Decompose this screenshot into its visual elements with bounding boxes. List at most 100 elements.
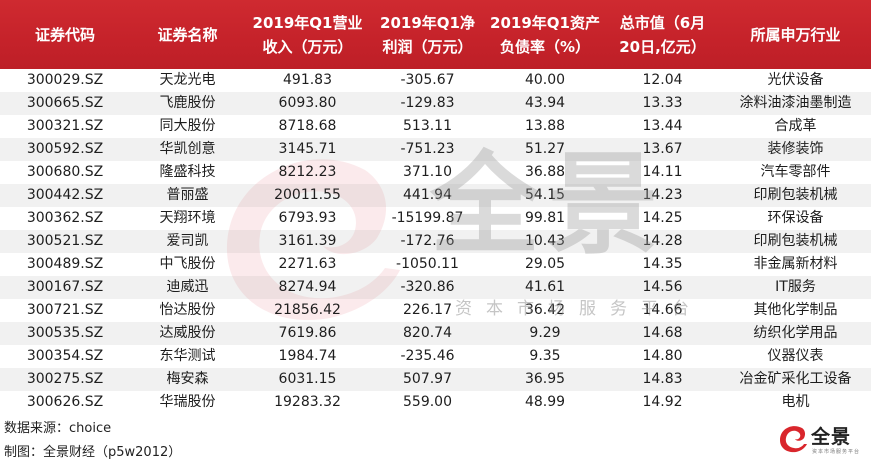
cell-q1-net-profit: -320.86 <box>400 279 455 295</box>
cell-industry: 光伏设备 <box>767 72 824 88</box>
cell-q1-net-profit: 513.11 <box>403 118 452 134</box>
cell-industry: 环保设备 <box>767 210 824 226</box>
cell-industry: 涂料油漆油墨制造 <box>739 95 852 111</box>
cell-stock-name: 达威股份 <box>159 325 216 341</box>
cell-q1-revenue: 8212.23 <box>278 164 337 180</box>
cell-stock-code: 300442.SZ <box>26 187 104 203</box>
cell-industry: 仪器仪表 <box>767 348 824 364</box>
cell-stock-code: 300167.SZ <box>26 279 104 295</box>
table-row: 300521.SZ 爱司凯 3161.39 -172.76 10.43 14.28 印刷包装… <box>0 230 871 253</box>
cell-stock-code: 300029.SZ <box>26 72 104 88</box>
stock-table: 证券代码 证券名称 2019年Q1营业 收入（万元） 2019年Q1净 利润（万元）… <box>0 0 871 414</box>
cell-industry: 汽车零部件 <box>760 164 831 180</box>
cell-stock-name: 中飞股份 <box>159 256 216 272</box>
cell-q1-revenue: 8718.68 <box>278 118 337 134</box>
cell-q1-net-profit: 559.00 <box>403 394 452 410</box>
cell-q1-debt-ratio: 51.27 <box>524 141 566 157</box>
table-row: 300362.SZ 天翔环境 6793.93 -15199.87 99.81 14.25 环… <box>0 207 871 230</box>
cell-q1-debt-ratio: 43.94 <box>524 95 566 111</box>
cell-market-cap: 14.80 <box>642 348 683 364</box>
table-row: 300029.SZ 天龙光电 491.83 -305.67 40.00 12.04 光伏设备 <box>0 69 871 92</box>
cell-stock-name: 天龙光电 <box>159 72 216 88</box>
cell-q1-debt-ratio: 36.88 <box>524 164 566 180</box>
cell-stock-code: 300275.SZ <box>26 371 104 387</box>
cell-q1-net-profit: -1050.11 <box>396 256 459 272</box>
cell-q1-revenue: 6793.93 <box>278 210 337 226</box>
cell-q1-revenue: 7619.86 <box>278 325 337 341</box>
cell-stock-code: 300354.SZ <box>26 348 104 364</box>
cell-stock-name: 普丽盛 <box>166 187 209 203</box>
header-stock-name: 证券名称 <box>130 0 245 69</box>
cell-market-cap: 14.68 <box>642 325 683 341</box>
cell-industry: 非金属新材料 <box>753 256 838 272</box>
cell-stock-code: 300362.SZ <box>26 210 104 226</box>
cell-stock-name: 华凯创意 <box>159 141 216 157</box>
cell-market-cap: 14.56 <box>642 279 683 295</box>
cell-stock-code: 300721.SZ <box>26 302 104 318</box>
cell-stock-name: 同大股份 <box>159 118 216 134</box>
table-row: 300626.SZ 华瑞股份 19283.32 559.00 48.99 14.92 电机 <box>0 391 871 414</box>
cell-q1-revenue: 6031.15 <box>278 371 337 387</box>
cell-market-cap: 14.35 <box>642 256 683 272</box>
cell-q1-net-profit: -305.67 <box>400 72 455 88</box>
cell-q1-debt-ratio: 41.61 <box>524 279 566 295</box>
header-q1-debt-ratio: 2019年Q1资产 负债率（%） <box>485 0 605 69</box>
cell-q1-debt-ratio: 9.35 <box>529 348 561 364</box>
cell-stock-code: 300521.SZ <box>26 233 104 249</box>
header-stock-code: 证券代码 <box>0 0 130 69</box>
data-table-container: 证券代码 证券名称 2019年Q1营业 收入（万元） 2019年Q1净 利润（万元）… <box>0 0 871 414</box>
header-q1-net-profit: 2019年Q1净 利润（万元） <box>370 0 485 69</box>
cell-market-cap: 13.33 <box>642 95 683 111</box>
header-q1-revenue: 2019年Q1营业 收入（万元） <box>245 0 370 69</box>
data-source-note: 数据来源：choice <box>4 421 112 436</box>
cell-industry: IT服务 <box>775 279 816 295</box>
cell-industry: 印刷包装机械 <box>753 233 838 249</box>
cell-q1-debt-ratio: 99.81 <box>524 210 566 226</box>
cell-q1-net-profit: -751.23 <box>400 141 455 157</box>
cell-market-cap: 14.92 <box>642 394 683 410</box>
cell-q1-debt-ratio: 13.88 <box>524 118 566 134</box>
cell-q1-net-profit: 820.74 <box>403 325 452 341</box>
header-industry: 所属申万行业 <box>720 0 871 69</box>
cell-stock-name: 爱司凯 <box>166 233 209 249</box>
header-market-cap: 总市值（6月 20日,亿元） <box>605 0 720 69</box>
cell-market-cap: 14.28 <box>642 233 683 249</box>
cell-market-cap: 14.83 <box>642 371 683 387</box>
cell-q1-net-profit: -235.46 <box>400 348 455 364</box>
cell-q1-revenue: 3161.39 <box>278 233 337 249</box>
brand-logo: 全景 资本市场服务平台 <box>778 422 868 458</box>
table-row: 300167.SZ 迪威迅 8274.94 -320.86 41.61 14.56 IT服务 <box>0 276 871 299</box>
cell-q1-revenue: 8274.94 <box>278 279 337 295</box>
cell-stock-code: 300592.SZ <box>26 141 104 157</box>
cell-q1-revenue: 20011.55 <box>274 187 341 203</box>
table-row: 300680.SZ 隆盛科技 8212.23 371.10 36.88 14.11 汽车零部… <box>0 161 871 184</box>
cell-stock-name: 飞鹿股份 <box>159 95 216 111</box>
cell-q1-debt-ratio: 48.99 <box>524 394 566 410</box>
cell-q1-revenue: 19283.32 <box>274 394 341 410</box>
cell-stock-code: 300535.SZ <box>26 325 104 341</box>
table-header-row: 证券代码 证券名称 2019年Q1营业 收入（万元） 2019年Q1净 利润（万元）… <box>0 0 871 69</box>
cell-q1-revenue: 6093.80 <box>278 95 337 111</box>
cell-q1-debt-ratio: 9.29 <box>529 325 561 341</box>
cell-market-cap: 13.67 <box>642 141 683 157</box>
cell-q1-revenue: 1984.74 <box>278 348 337 364</box>
cell-industry: 印刷包装机械 <box>753 187 838 203</box>
table-row: 300354.SZ 东华测试 1984.74 -235.46 9.35 14.80 仪器仪表 <box>0 345 871 368</box>
cell-market-cap: 14.66 <box>642 302 683 318</box>
cell-q1-debt-ratio: 40.00 <box>524 72 566 88</box>
cell-industry: 电机 <box>781 394 810 410</box>
cell-industry: 装修装饰 <box>767 141 824 157</box>
cell-market-cap: 13.44 <box>642 118 683 134</box>
cell-q1-revenue: 21856.42 <box>274 302 341 318</box>
cell-stock-name: 梅安森 <box>166 371 209 387</box>
table-row: 300321.SZ 同大股份 8718.68 513.11 13.88 13.44 合成革 <box>0 115 871 138</box>
chart-credit-note: 制图：全景财经（p5w2012） <box>4 445 182 460</box>
cell-q1-net-profit: -172.76 <box>400 233 455 249</box>
cell-q1-net-profit: 371.10 <box>403 164 452 180</box>
cell-q1-net-profit: 226.17 <box>403 302 452 318</box>
cell-stock-code: 300489.SZ <box>26 256 104 272</box>
table-row: 300275.SZ 梅安森 6031.15 507.97 36.95 14.83 冶金矿采化… <box>0 368 871 391</box>
cell-stock-code: 300665.SZ <box>26 95 104 111</box>
cell-q1-revenue: 2271.63 <box>278 256 337 272</box>
cell-market-cap: 14.11 <box>642 164 683 180</box>
